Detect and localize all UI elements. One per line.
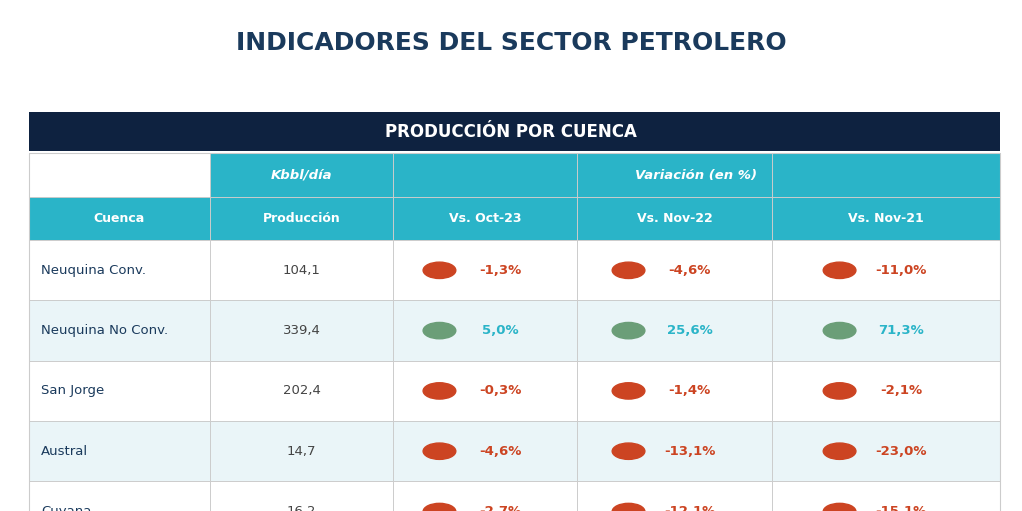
Text: Vs. Nov-21: Vs. Nov-21	[847, 212, 924, 225]
Circle shape	[423, 262, 456, 278]
Text: -1,4%: -1,4%	[668, 384, 711, 398]
Circle shape	[423, 443, 456, 459]
Text: -1,3%: -1,3%	[479, 264, 522, 277]
Text: INDICADORES DEL SECTOR PETROLERO: INDICADORES DEL SECTOR PETROLERO	[236, 32, 786, 55]
Text: -11,0%: -11,0%	[875, 264, 927, 277]
Circle shape	[824, 503, 856, 511]
Circle shape	[612, 503, 645, 511]
Circle shape	[423, 503, 456, 511]
Text: -2,1%: -2,1%	[880, 384, 922, 398]
Text: -12,1%: -12,1%	[664, 505, 715, 511]
FancyBboxPatch shape	[210, 197, 393, 240]
Circle shape	[423, 322, 456, 339]
Text: -0,3%: -0,3%	[479, 384, 522, 398]
FancyBboxPatch shape	[29, 197, 210, 240]
FancyBboxPatch shape	[29, 112, 1000, 151]
Text: 104,1: 104,1	[282, 264, 321, 277]
Text: 202,4: 202,4	[282, 384, 321, 398]
Text: Neuquina Conv.: Neuquina Conv.	[41, 264, 146, 277]
Text: San Jorge: San Jorge	[41, 384, 104, 398]
Text: -4,6%: -4,6%	[479, 445, 522, 458]
Text: -23,0%: -23,0%	[875, 445, 927, 458]
Circle shape	[824, 443, 856, 459]
Circle shape	[824, 322, 856, 339]
Text: 71,3%: 71,3%	[878, 324, 924, 337]
Circle shape	[612, 383, 645, 399]
Text: Vs. Nov-22: Vs. Nov-22	[637, 212, 712, 225]
Text: -15,1%: -15,1%	[875, 505, 927, 511]
Text: -4,6%: -4,6%	[668, 264, 711, 277]
Text: 14,7: 14,7	[287, 445, 316, 458]
FancyBboxPatch shape	[577, 197, 772, 240]
Text: Cuenca: Cuenca	[93, 212, 145, 225]
Circle shape	[612, 322, 645, 339]
FancyBboxPatch shape	[393, 153, 1000, 197]
FancyBboxPatch shape	[772, 197, 1000, 240]
FancyBboxPatch shape	[29, 361, 1000, 421]
Text: Vs. Oct-23: Vs. Oct-23	[450, 212, 521, 225]
Text: 25,6%: 25,6%	[667, 324, 712, 337]
FancyBboxPatch shape	[393, 197, 577, 240]
Text: 5,0%: 5,0%	[482, 324, 519, 337]
Text: 339,4: 339,4	[282, 324, 321, 337]
Text: Cuyana: Cuyana	[41, 505, 91, 511]
Text: Neuquina No Conv.: Neuquina No Conv.	[41, 324, 168, 337]
Circle shape	[423, 383, 456, 399]
FancyBboxPatch shape	[29, 421, 1000, 481]
FancyBboxPatch shape	[210, 153, 393, 197]
Circle shape	[612, 443, 645, 459]
Circle shape	[824, 262, 856, 278]
Text: Kbbl/día: Kbbl/día	[271, 169, 332, 181]
Circle shape	[824, 383, 856, 399]
Text: Austral: Austral	[41, 445, 88, 458]
FancyBboxPatch shape	[29, 300, 1000, 361]
Text: Producción: Producción	[263, 212, 340, 225]
Circle shape	[612, 262, 645, 278]
FancyBboxPatch shape	[29, 240, 1000, 300]
FancyBboxPatch shape	[29, 481, 1000, 511]
Text: -2,7%: -2,7%	[479, 505, 522, 511]
Text: Variación (en %): Variación (en %)	[636, 169, 757, 181]
Text: 16,2: 16,2	[287, 505, 316, 511]
Text: PRODUCCIÓN POR CUENCA: PRODUCCIÓN POR CUENCA	[385, 123, 637, 141]
Text: -13,1%: -13,1%	[664, 445, 715, 458]
